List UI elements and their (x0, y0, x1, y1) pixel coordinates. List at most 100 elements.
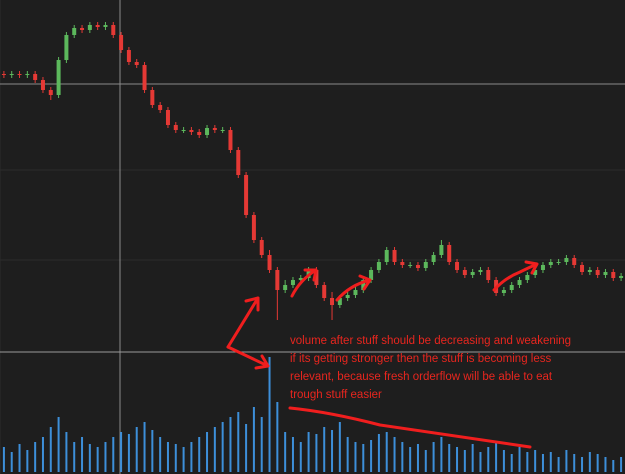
volume-bar (237, 412, 240, 472)
candle-body (540, 265, 545, 270)
candle-body (455, 262, 460, 270)
candle-body (173, 125, 178, 130)
candle-body (517, 280, 522, 285)
candle-body (509, 285, 514, 290)
candle-body (251, 215, 256, 240)
volume-bar (432, 442, 435, 472)
volume-bar (541, 454, 544, 472)
volume-bar (268, 357, 271, 472)
volume-bar (362, 444, 365, 472)
candle-body (298, 278, 303, 280)
volume-bar (573, 454, 576, 472)
volume-bar (526, 452, 529, 472)
volume-bar (284, 432, 287, 472)
candle-body (447, 245, 452, 262)
volume-bar (190, 442, 193, 472)
candle-body (556, 262, 561, 263)
candle-body (580, 265, 585, 272)
candle-body (205, 128, 210, 135)
volume-bar (260, 417, 263, 472)
candle-body (267, 255, 272, 270)
volume-bar (471, 444, 474, 472)
candle-body (165, 110, 170, 125)
volume-bar (159, 437, 162, 472)
candle-body (486, 270, 491, 280)
volume-bar (331, 430, 334, 472)
candle-body (533, 270, 538, 275)
trend-line (288, 406, 532, 449)
candle-body (345, 295, 350, 298)
volume-bar (557, 457, 560, 472)
volume-bar (323, 427, 326, 472)
volume-bar (252, 407, 255, 472)
candle-body (25, 74, 30, 75)
candle-body (17, 74, 22, 75)
volume-bar (588, 452, 591, 472)
volume-bar (534, 450, 537, 472)
candle-body (9, 74, 14, 75)
volume-bar (2, 447, 5, 472)
candle-body (56, 60, 61, 95)
candle-body (384, 250, 389, 262)
volume-bar (166, 442, 169, 472)
annotation-line: trough stuff easier (290, 389, 382, 401)
candle-body (64, 35, 69, 60)
candle-body (80, 28, 85, 30)
candle-body (478, 270, 483, 272)
volume-bar (401, 442, 404, 472)
volume-bar (41, 437, 44, 472)
candle-body (369, 270, 374, 280)
candle-body (361, 280, 366, 290)
volume-bar (612, 460, 615, 472)
volume-bar (127, 434, 130, 472)
candle-body (40, 80, 45, 90)
volume-bar (487, 447, 490, 472)
volume-bar (135, 427, 138, 472)
candle-body (337, 298, 342, 305)
volume-bar (34, 442, 37, 472)
volume-bar (479, 452, 482, 472)
candle-body (501, 290, 506, 293)
candle-body (564, 258, 569, 262)
volume-bar (120, 432, 123, 472)
volume-bar (104, 442, 107, 472)
volume-bar (393, 437, 396, 472)
volume-bar (549, 452, 552, 472)
volume-bar (346, 437, 349, 472)
candle-body (212, 128, 217, 130)
volume-bar (518, 447, 521, 472)
candle-body (197, 132, 202, 135)
volume-bar (596, 454, 599, 472)
volume-bar (565, 450, 568, 472)
volume-bar (502, 450, 505, 472)
candle-body (1, 74, 6, 75)
volume-bar (10, 452, 13, 472)
volume-bar (377, 434, 380, 472)
volume-bar (495, 442, 498, 472)
annotation-drawings (226, 260, 539, 449)
volume-bar (143, 422, 146, 472)
volume-bar (315, 434, 318, 472)
volume-bar (416, 444, 419, 472)
volume-bar (370, 440, 373, 472)
arrow (290, 268, 318, 298)
candle-body (275, 270, 280, 290)
volume-bar (581, 457, 584, 472)
volume-bar (81, 437, 84, 472)
volume-bar (151, 430, 154, 472)
candle-body (259, 240, 264, 255)
volume-bar (174, 444, 177, 472)
volume-bar (291, 437, 294, 472)
volume-bar (604, 457, 607, 472)
candle-body (408, 265, 413, 266)
candle-body (236, 150, 241, 175)
candle-body (587, 270, 592, 272)
volume-bar (448, 444, 451, 472)
volume-bar (409, 447, 412, 472)
candle-body (330, 298, 335, 305)
candle-body (423, 262, 428, 268)
volume-bar (49, 427, 52, 472)
